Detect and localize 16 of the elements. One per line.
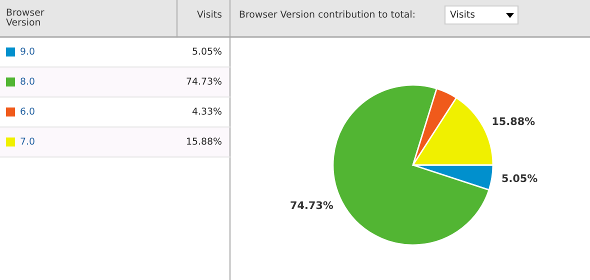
chart-title: Browser Version contribution to total:: [240, 10, 414, 18]
legend-label: 6.0: [20, 108, 34, 115]
legend-label: 7.0: [20, 138, 34, 145]
data-label: 15.88%: [187, 138, 222, 145]
text: Visits: [450, 10, 475, 18]
data-label: 74.73%: [186, 78, 222, 85]
text: 15.88%: [492, 117, 535, 126]
pie-slice: [332, 84, 490, 246]
legend-label: 9.0: [20, 48, 34, 55]
text: Visits: [197, 10, 222, 18]
text: Browser Version: [6, 8, 44, 26]
data-label: 4.33%: [192, 108, 222, 115]
text: 5.05%: [502, 174, 538, 182]
legend-label: 8.0: [20, 78, 34, 85]
data-label: 5.05%: [192, 48, 222, 55]
text: 74.73%: [290, 201, 334, 210]
